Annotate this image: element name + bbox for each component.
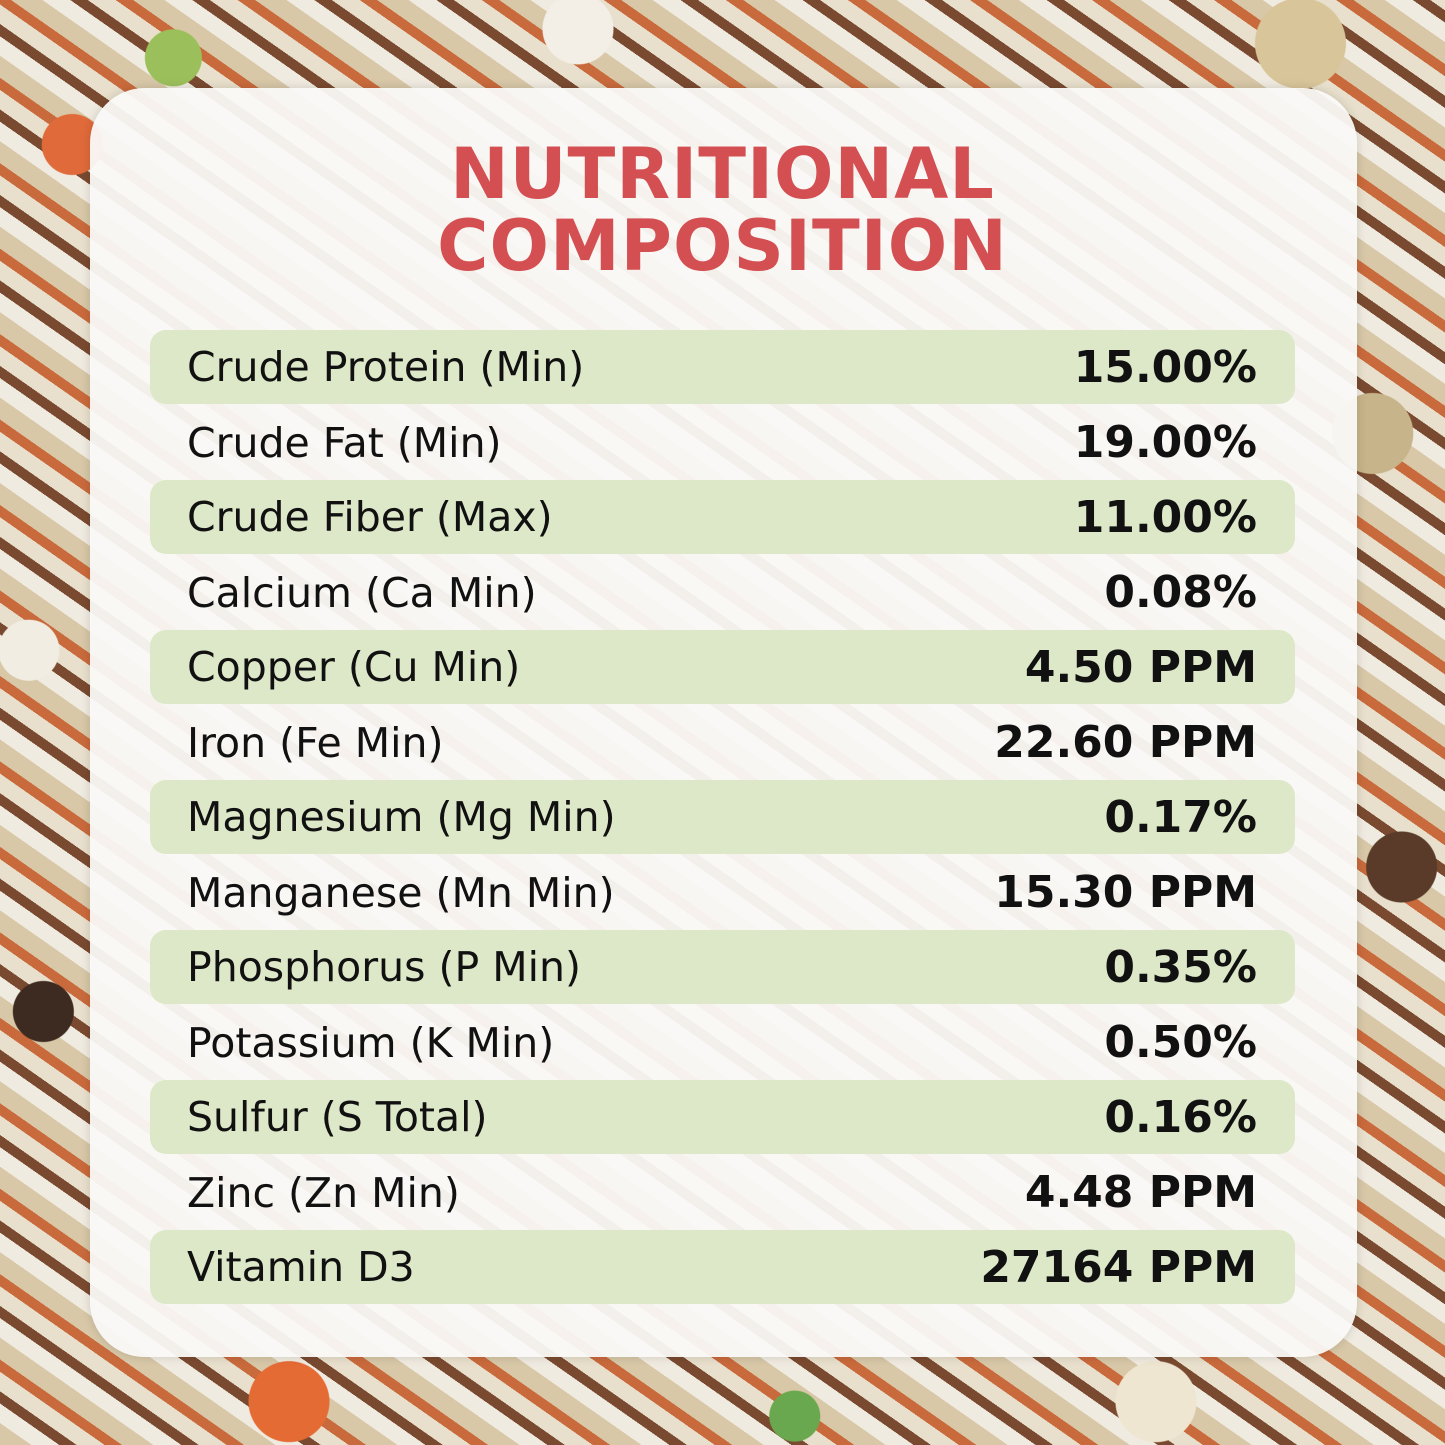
nutrient-label: Calcium (Ca Min) (187, 568, 537, 617)
nutrient-label: Sulfur (S Total) (187, 1093, 488, 1141)
nutrient-value: 22.60 PPM (994, 717, 1257, 768)
nutrient-label: Crude Protein (Min) (187, 343, 585, 391)
nutrient-label: Manganese (Mn Min) (187, 868, 615, 917)
table-row: Copper (Cu Min) 4.50 PPM (150, 630, 1295, 704)
table-row: Phosphorus (P Min) 0.35% (150, 930, 1295, 1004)
page-title: NUTRITIONAL COMPOSITION (0, 138, 1445, 282)
table-row: Magnesium (Mg Min) 0.17% (150, 780, 1295, 854)
nutrient-value: 4.48 PPM (1024, 1167, 1257, 1218)
nutrient-label: Vitamin D3 (187, 1243, 415, 1291)
nutrient-value: 15.00% (1073, 341, 1257, 393)
nutrient-value: 19.00% (1073, 417, 1257, 468)
nutrient-value: 0.50% (1104, 1017, 1257, 1068)
nutrient-value: 0.35% (1104, 941, 1257, 993)
title-line-2: COMPOSITION (437, 205, 1008, 287)
nutrient-value: 0.16% (1104, 1091, 1257, 1143)
nutrient-label: Zinc (Zn Min) (187, 1168, 460, 1217)
table-row: Crude Fat (Min) 19.00% (150, 405, 1295, 480)
nutrient-value: 0.17% (1104, 791, 1257, 843)
table-row: Zinc (Zn Min) 4.48 PPM (150, 1155, 1295, 1230)
title-line-1: NUTRITIONAL (450, 133, 995, 215)
nutrient-label: Potassium (K Min) (187, 1018, 555, 1067)
nutrient-value: 11.00% (1073, 491, 1257, 543)
nutrient-label: Magnesium (Mg Min) (187, 793, 616, 841)
nutrient-value: 0.08% (1104, 567, 1257, 618)
table-row: Crude Fiber (Max) 11.00% (150, 480, 1295, 554)
table-row: Vitamin D3 27164 PPM (150, 1230, 1295, 1304)
nutrient-label: Iron (Fe Min) (187, 718, 444, 767)
table-row: Crude Protein (Min) 15.00% (150, 330, 1295, 404)
nutrient-label: Copper (Cu Min) (187, 643, 521, 691)
table-row: Sulfur (S Total) 0.16% (150, 1080, 1295, 1154)
nutrient-value: 15.30 PPM (994, 867, 1257, 918)
nutrient-value: 4.50 PPM (1024, 641, 1257, 693)
table-row: Calcium (Ca Min) 0.08% (150, 555, 1295, 630)
table-row: Potassium (K Min) 0.50% (150, 1005, 1295, 1080)
table-row: Iron (Fe Min) 22.60 PPM (150, 705, 1295, 780)
nutrition-table: Crude Protein (Min) 15.00% Crude Fat (Min)… (150, 330, 1295, 1305)
nutrient-label: Crude Fiber (Max) (187, 493, 553, 541)
nutrient-label: Crude Fat (Min) (187, 418, 502, 467)
nutrient-label: Phosphorus (P Min) (187, 943, 581, 991)
nutrient-value: 27164 PPM (980, 1241, 1257, 1293)
table-row: Manganese (Mn Min) 15.30 PPM (150, 855, 1295, 930)
